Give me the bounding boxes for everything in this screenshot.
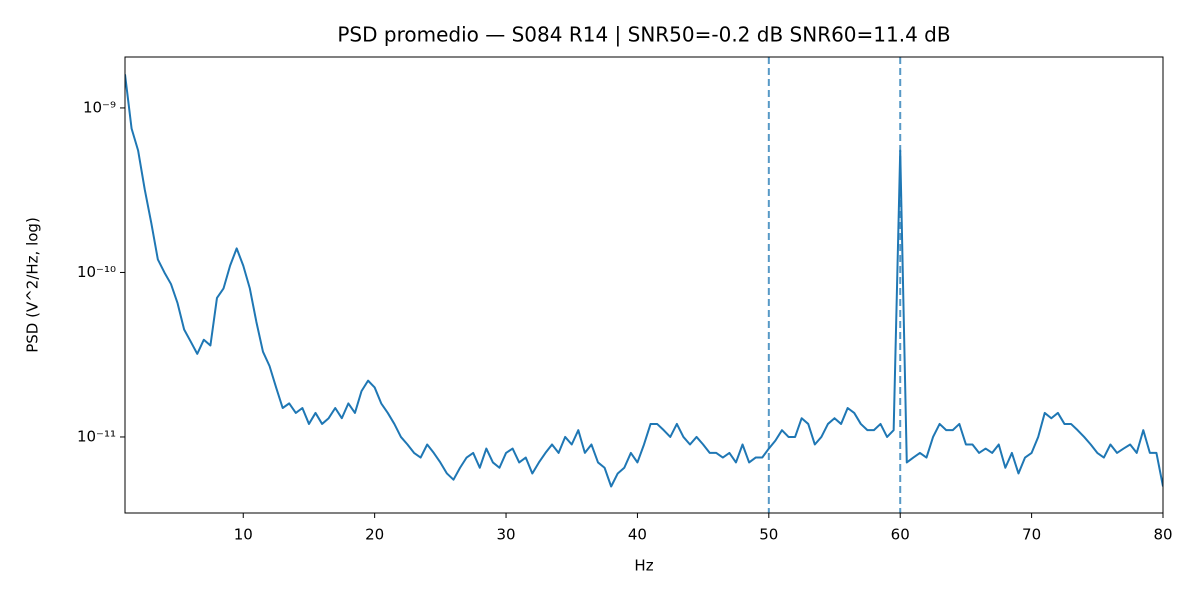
y-axis-label: PSD (V^2/Hz, log) — [24, 217, 42, 353]
x-tick-label: 20 — [365, 526, 384, 544]
x-tick-label: 60 — [891, 526, 910, 544]
x-tick-label: 30 — [496, 526, 515, 544]
x-tick-label: 70 — [1022, 526, 1041, 544]
y-tick-label: 10⁻⁹ — [83, 98, 116, 116]
x-tick-label: 80 — [1153, 526, 1172, 544]
psd-line — [125, 74, 1163, 488]
x-axis-label: Hz — [634, 557, 653, 575]
plot-frame — [124, 56, 1164, 514]
x-tick-label: 50 — [759, 526, 778, 544]
chart-title: PSD promedio — S084 R14 | SNR50=-0.2 dB … — [337, 23, 950, 47]
x-tick-label: 10 — [234, 526, 253, 544]
y-tick-label: 10⁻¹¹ — [77, 427, 116, 445]
x-tick-label: 40 — [628, 526, 647, 544]
y-tick-label: 10⁻¹⁰ — [77, 263, 116, 281]
